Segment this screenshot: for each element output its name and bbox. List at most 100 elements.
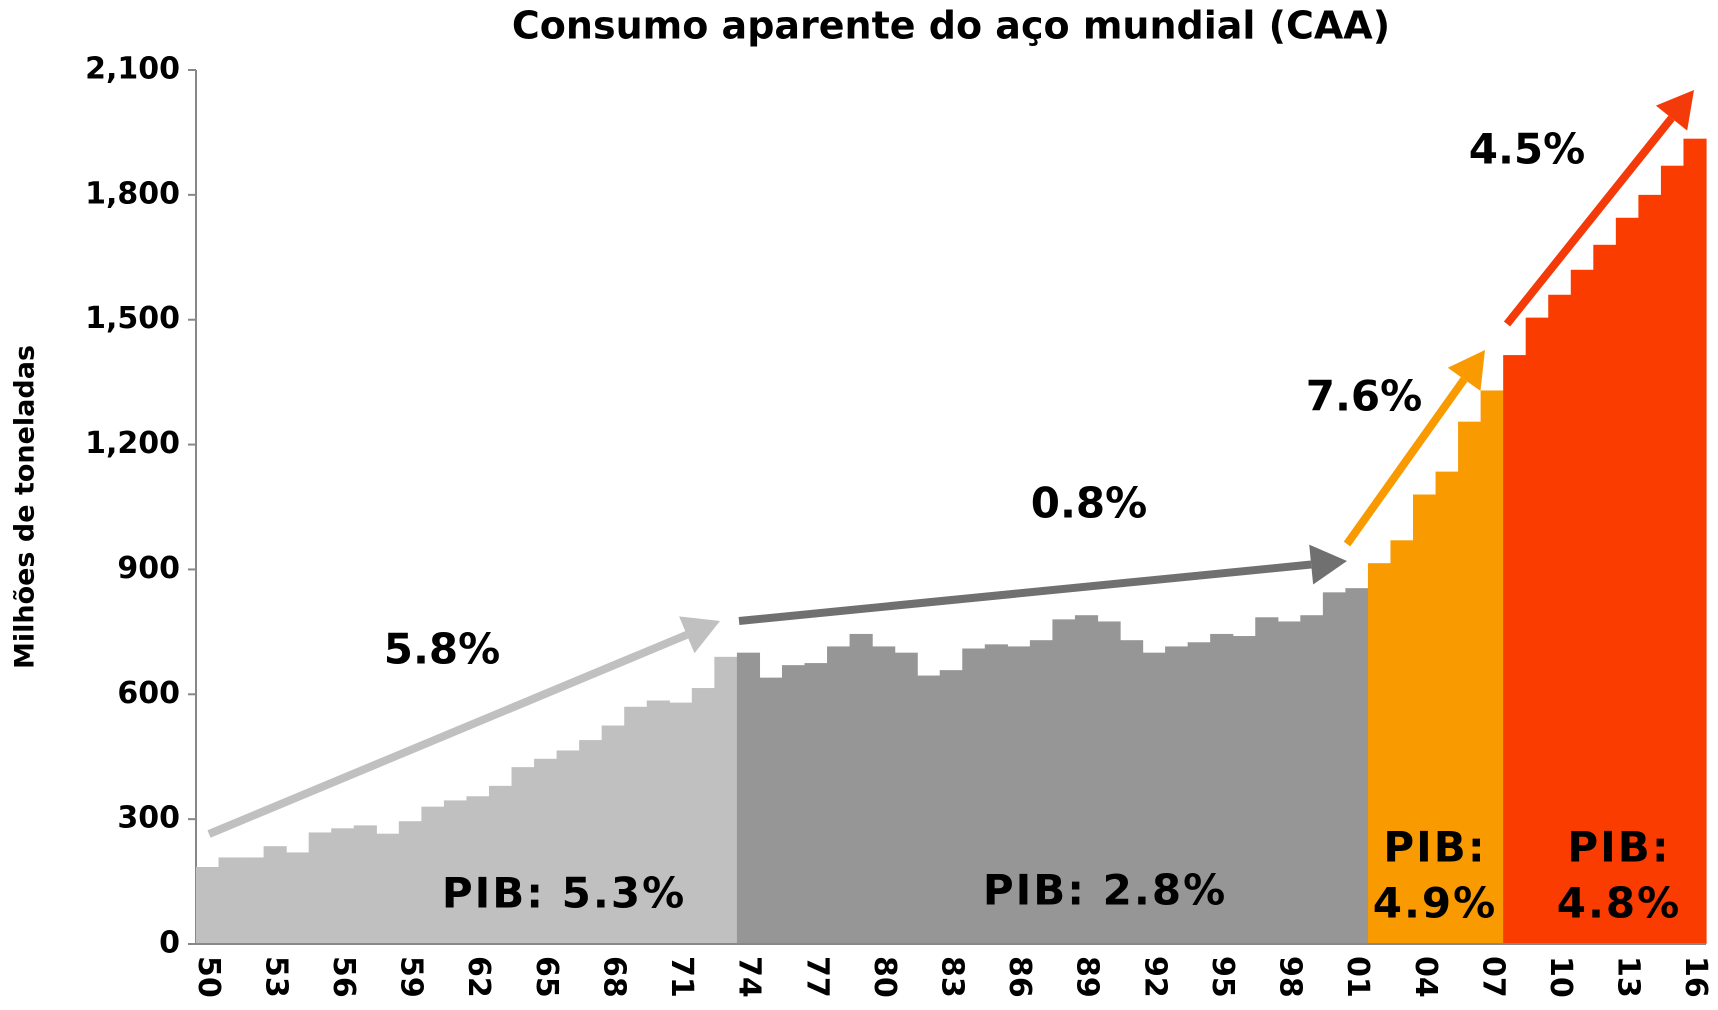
bar: [872, 646, 896, 944]
bar: [1367, 563, 1392, 944]
x-tick-label: 89: [1070, 956, 1105, 998]
bar: [1480, 390, 1504, 944]
x-tick-label: 65: [529, 956, 564, 998]
arrow-head: [679, 616, 720, 654]
x-tick-label: 56: [326, 956, 361, 998]
bar: [624, 706, 648, 944]
bar: [1570, 269, 1594, 944]
bar: [1345, 588, 1369, 944]
y-axis-label: Milhões de toneladas: [10, 345, 41, 669]
x-tick-label: 59: [394, 956, 429, 998]
bar: [736, 652, 761, 944]
bar: [1322, 592, 1347, 944]
y-tick-label: 600: [117, 676, 180, 711]
bar: [1007, 646, 1031, 944]
y-tick-label: 1,500: [85, 301, 180, 336]
bar: [1120, 640, 1144, 944]
bar: [1210, 633, 1234, 944]
bar: [579, 740, 603, 944]
bar: [781, 665, 806, 944]
bar: [196, 867, 220, 944]
arrow-line: [207, 631, 689, 838]
x-tick-label: 83: [935, 956, 970, 998]
x-tick-label: 10: [1543, 956, 1578, 998]
bar: [1074, 615, 1099, 944]
arrow-head: [1447, 350, 1485, 391]
period-label: PIB: 5.3%: [442, 869, 686, 918]
y-tick-label: 2,100: [85, 52, 180, 87]
bar: [286, 852, 310, 944]
x-tick-label: 71: [664, 956, 699, 998]
bar: [1413, 494, 1437, 944]
bar: [1593, 244, 1617, 945]
bar: [894, 652, 918, 944]
bar: [1097, 621, 1121, 944]
bar: [331, 828, 355, 944]
bar: [984, 644, 1008, 944]
period-label: PIB:: [1567, 823, 1670, 872]
bar: [466, 796, 490, 944]
x-tick-label: 07: [1475, 956, 1510, 998]
arrow-label: 7.6%: [1306, 372, 1422, 421]
period-label: PIB: 2.8%: [983, 866, 1227, 915]
bar: [1187, 642, 1211, 944]
arrow-label: 0.8%: [1031, 479, 1147, 528]
period-label: 4.9%: [1373, 879, 1497, 928]
bar: [421, 806, 445, 944]
x-tick-label: 86: [1002, 956, 1037, 998]
bar: [1458, 421, 1482, 945]
chart-title: Consumo aparente do aço mundial (CAA): [512, 4, 1390, 48]
bar: [962, 648, 986, 944]
bar: [1165, 646, 1189, 944]
bar: [556, 750, 580, 944]
x-tick-label: 13: [1611, 956, 1646, 998]
bar: [1029, 640, 1054, 944]
bar: [646, 700, 670, 944]
bar: [669, 702, 693, 944]
bar: [1142, 652, 1166, 944]
y-tick-label: 1,800: [85, 176, 180, 211]
arrow-label: 5.8%: [384, 625, 500, 674]
x-tick-label: 50: [191, 956, 226, 998]
x-tick-label: 98: [1273, 956, 1308, 998]
x-tick-label: 80: [867, 956, 902, 998]
x-tick-label: 74: [732, 956, 767, 998]
bar: [917, 675, 941, 944]
bar: [849, 633, 873, 944]
bar: [1232, 636, 1256, 944]
bar: [1255, 617, 1279, 944]
bar: [691, 688, 715, 944]
bar: [827, 646, 851, 944]
arrow-label: 4.5%: [1469, 125, 1585, 174]
x-tick-label: 95: [1205, 956, 1240, 998]
x-tick-label: 53: [258, 956, 293, 998]
bar: [714, 656, 738, 944]
bar: [1390, 540, 1414, 944]
bar: [353, 825, 377, 944]
y-tick-label: 1,200: [85, 426, 180, 461]
bar: [488, 785, 513, 944]
period-label: PIB:: [1383, 823, 1486, 872]
bar: [1525, 317, 1549, 945]
bar: [1277, 621, 1301, 944]
bar: [1435, 471, 1459, 944]
x-tick-label: 68: [596, 956, 631, 998]
bar: [939, 670, 963, 944]
bar: [398, 821, 422, 944]
bar: [376, 833, 400, 944]
y-tick-label: 300: [117, 801, 180, 836]
x-tick-label: 04: [1408, 956, 1443, 998]
bar: [218, 857, 242, 944]
bar: [804, 663, 828, 944]
period-label: 4.8%: [1557, 879, 1681, 928]
bar: [534, 758, 558, 944]
bar: [601, 725, 625, 944]
x-tick-label: 92: [1137, 956, 1172, 998]
x-tick-label: 01: [1340, 956, 1375, 998]
bar: [511, 767, 535, 944]
bar: [1300, 615, 1324, 944]
arrow-head: [1309, 544, 1347, 585]
x-tick-label: 77: [799, 956, 834, 998]
bar: [1052, 619, 1076, 944]
